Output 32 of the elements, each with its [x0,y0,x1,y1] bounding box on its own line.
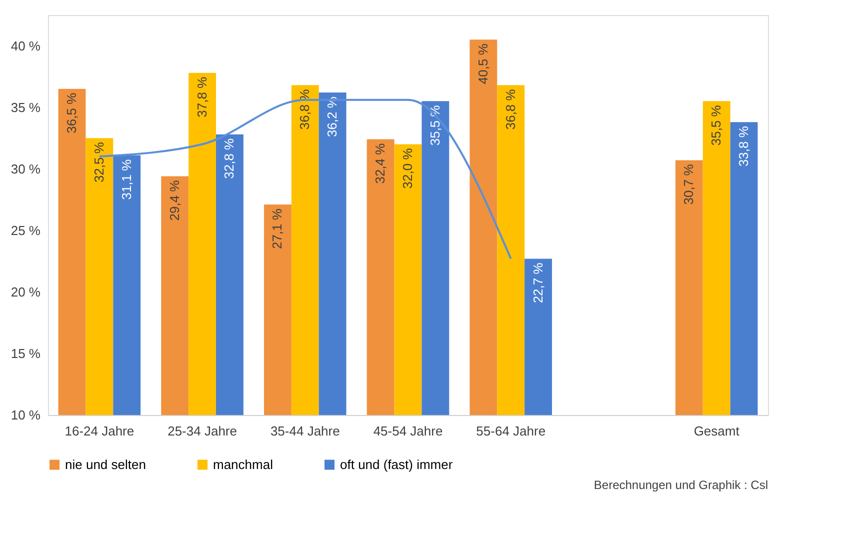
data-label: 31,1 % [118,158,134,200]
data-label: 36,8 % [502,88,518,130]
text: Berechnungen und Graphik : Csl [594,478,768,492]
x-tick-label: 16-24 Jahre [64,424,134,438]
y-tick-label: 10 % [10,408,41,422]
data-label: 37,8 % [194,76,210,118]
x-tick-label: Gesamt [694,424,740,438]
data-label: 22,7 % [530,262,546,304]
y-tick-label: 25 % [10,222,41,238]
legend-label: manchmal [213,456,274,472]
data-label: 40,5 % [475,43,490,84]
data-label: 32,5 % [91,142,106,183]
data-label: 32,8 % [222,138,237,179]
data-label: 27,1 % [270,208,285,250]
data-label: 29,4 % [166,180,182,221]
data-label: 33,8 % [736,126,751,167]
y-tick-label: 20 % [10,284,41,300]
legend-label: oft und (fast) immer [340,456,454,472]
legend-label: nie und selten [65,456,146,472]
x-tick-label: 45-54 Jahre [373,424,443,438]
x-tick-label: 35-44 Jahre [270,424,340,438]
x-tick-label: 55-64 Jahre [476,424,546,438]
y-tick-label: 30 % [10,161,41,176]
y-tick-label: 35 % [10,100,41,115]
data-label: 32,0 % [400,148,415,189]
data-label: 35,5 % [708,104,724,146]
data-label: 36,5 % [64,92,79,134]
x-tick-label: 25-34 Jahre [168,424,237,438]
data-label: 30,7 % [681,164,696,205]
y-tick-label: 40 % [10,38,41,54]
y-tick-label: 15 % [10,346,41,361]
data-label: 32,4 % [372,142,388,184]
